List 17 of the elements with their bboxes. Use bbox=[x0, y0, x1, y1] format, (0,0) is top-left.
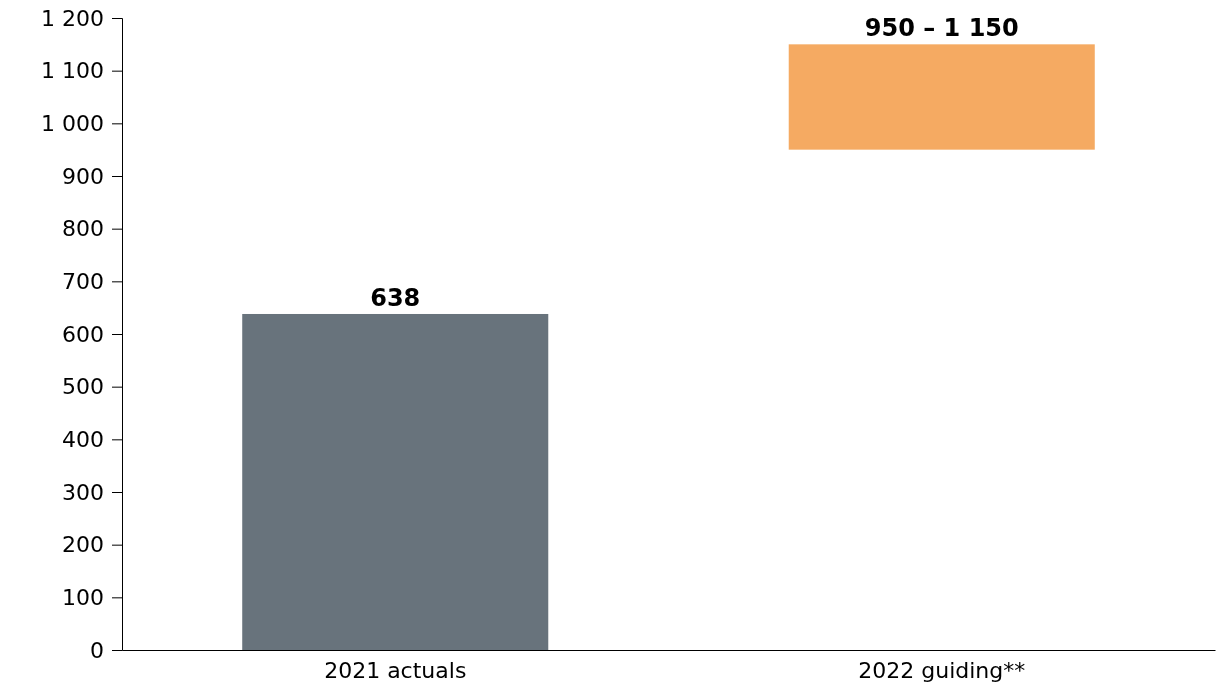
x-tick-label: 2021 actuals bbox=[324, 657, 467, 683]
x-tick-label: 2022 guiding** bbox=[858, 657, 1026, 683]
y-tick-label: 0 bbox=[90, 637, 104, 663]
y-tick-label: 200 bbox=[62, 532, 104, 558]
y-tick-label: 1 200 bbox=[41, 5, 104, 31]
y-tick-label: 300 bbox=[62, 479, 104, 505]
y-tick-label: 1 000 bbox=[41, 110, 104, 136]
data-label: 638 bbox=[370, 283, 421, 312]
annotation: 950 – 1 150 bbox=[864, 14, 1019, 43]
y-tick-label: 100 bbox=[62, 584, 104, 610]
y-tick-label: 400 bbox=[62, 426, 104, 452]
y-tick-label: 500 bbox=[62, 374, 104, 400]
y-tick-label: 600 bbox=[62, 321, 104, 347]
y-tick-label: 1 100 bbox=[41, 58, 104, 84]
y-tick-label: 800 bbox=[62, 216, 104, 242]
y-tick-label: 900 bbox=[62, 163, 104, 189]
y-tick-label: 700 bbox=[62, 268, 104, 294]
